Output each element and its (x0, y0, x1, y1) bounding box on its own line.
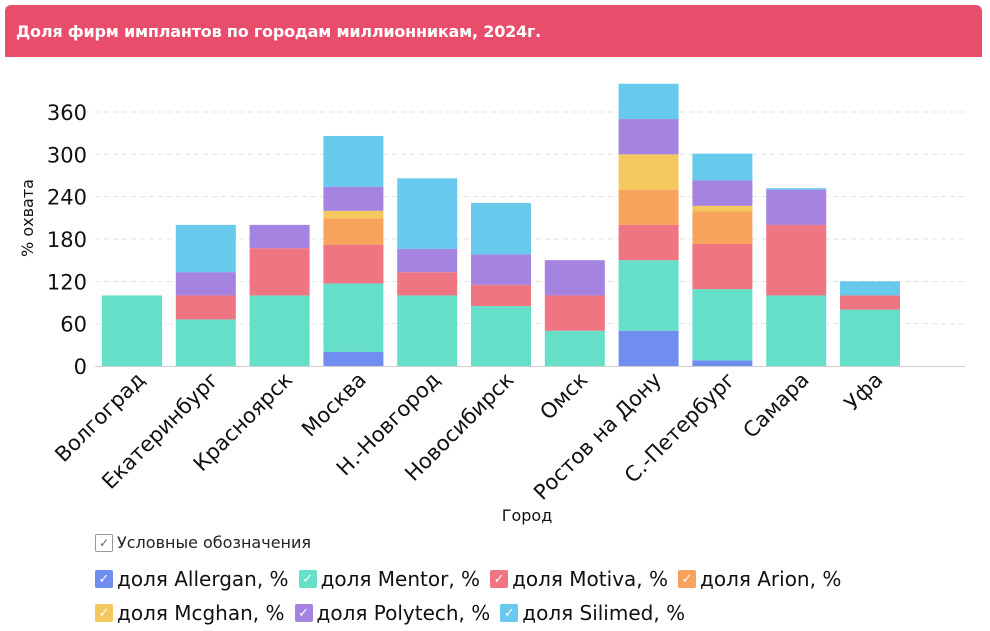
legend-item-silimed[interactable]: ✓ доля Silimed, % (500, 601, 685, 625)
bar-segment (692, 243, 753, 290)
legend-item-motiva[interactable]: ✓ доля Motiva, % (490, 567, 668, 591)
x-tick-label: Омск (535, 368, 592, 425)
bar-segment (618, 260, 679, 331)
y-tick-label: 120 (47, 270, 87, 294)
bar-segment (397, 295, 458, 366)
legend-row-2: ✓ доля Mcghan, % ✓ доля Polytech, % ✓ до… (95, 601, 695, 625)
bar-segment (102, 295, 162, 366)
legend-row-1: ✓ доля Allergan, % ✓ доля Mentor, % ✓ до… (95, 567, 851, 591)
legend-checkbox-allergan[interactable]: ✓ (95, 570, 113, 588)
bar-segment (471, 284, 531, 307)
legend-label-motiva: доля Motiva, % (512, 567, 668, 591)
bar-segment (397, 272, 458, 296)
bar-segment (323, 186, 384, 211)
bar-segment (618, 224, 679, 261)
bar-segment (692, 180, 753, 206)
bar-segment (175, 272, 236, 296)
bar-segment (840, 309, 900, 366)
bar-segment (618, 83, 679, 120)
legend-checkbox-motiva[interactable]: ✓ (490, 570, 509, 588)
bar-segment (618, 189, 679, 225)
legend-title: Условные обозначения (117, 533, 312, 552)
chart-title: Доля фирм имплантов по городам миллионни… (16, 22, 542, 41)
y-tick-label: 180 (47, 228, 87, 252)
bar-segment (323, 218, 384, 245)
legend-checkbox-arion[interactable]: ✓ (678, 570, 696, 588)
bar-segment (249, 224, 310, 249)
bar-segment (618, 330, 679, 366)
y-tick-label: 60 (60, 313, 87, 337)
legend-label-silimed: доля Silimed, % (522, 601, 686, 625)
bar-segment (618, 154, 679, 190)
bar-segment (323, 244, 384, 284)
bar-segment (840, 281, 900, 296)
chart-header: Доля фирм имплантов по городам миллионни… (5, 5, 982, 57)
x-tick-label: Москва (297, 368, 371, 442)
bar-segment (249, 248, 310, 296)
bar-segment (692, 153, 753, 181)
bar-segment (766, 224, 827, 296)
legend-label-mentor: доля Mentor, % (320, 567, 481, 591)
bar-segment (323, 210, 384, 219)
x-tick-label: Самара (738, 368, 813, 443)
legend-checkbox-mentor[interactable]: ✓ (298, 570, 317, 588)
bar-segment (471, 254, 531, 285)
legend-header[interactable]: ✓ Условные обозначения (95, 533, 311, 552)
bar-segment (323, 283, 384, 352)
bar-segment (840, 295, 900, 310)
bar-segment (692, 205, 753, 212)
bar-segment (175, 319, 236, 366)
legend-item-mcghan[interactable]: ✓ доля Mcghan, % (95, 601, 285, 625)
bar-segment (766, 188, 827, 190)
legend-item-arion[interactable]: ✓ доля Arion, % (678, 567, 841, 591)
bar-segment (618, 119, 679, 155)
bar-segment (692, 360, 753, 366)
y-tick-label: 240 (47, 186, 87, 210)
legend-label-polytech: доля Polytech, % (316, 601, 491, 625)
bar-segment (471, 203, 531, 255)
legend-checkbox-polytech[interactable]: ✓ (294, 604, 313, 622)
legend-item-mentor[interactable]: ✓ доля Mentor, % (298, 567, 481, 591)
x-axis-title: Город (502, 506, 553, 525)
x-tick-label: Уфа (840, 368, 888, 416)
y-axis-title: % охвата (18, 179, 37, 257)
bar-segment (692, 289, 753, 361)
bar-segment (544, 295, 605, 331)
legend-toggle-checkbox[interactable]: ✓ (95, 533, 113, 552)
bar-segment (323, 135, 384, 187)
legend-checkbox-silimed[interactable]: ✓ (500, 604, 519, 622)
bar-segment (249, 295, 310, 366)
bar-segment (175, 224, 236, 273)
bar-segment (323, 351, 384, 366)
bar-segment (175, 295, 236, 320)
legend-item-polytech[interactable]: ✓ доля Polytech, % (294, 601, 491, 625)
x-tick-label: Ростов на Дону (529, 368, 666, 505)
y-tick-label: 0 (74, 355, 87, 379)
legend-checkbox-mcghan[interactable]: ✓ (95, 604, 113, 622)
bar-segment (544, 330, 605, 366)
bar-segment (397, 248, 458, 273)
y-tick-label: 300 (47, 143, 87, 167)
bar-segment (766, 295, 827, 366)
bar-segment (471, 306, 531, 366)
bar-segment (692, 211, 753, 244)
legend-label-arion: доля Arion, % (700, 567, 842, 591)
bar-segment (544, 260, 605, 296)
legend-item-allergan[interactable]: ✓ доля Allergan, % (95, 567, 289, 591)
y-tick-label: 360 (47, 101, 87, 125)
legend-label-allergan: доля Allergan, % (117, 567, 289, 591)
legend-label-mcghan: доля Mcghan, % (117, 601, 285, 625)
bar-segment (397, 178, 458, 249)
bar-segment (766, 189, 827, 225)
